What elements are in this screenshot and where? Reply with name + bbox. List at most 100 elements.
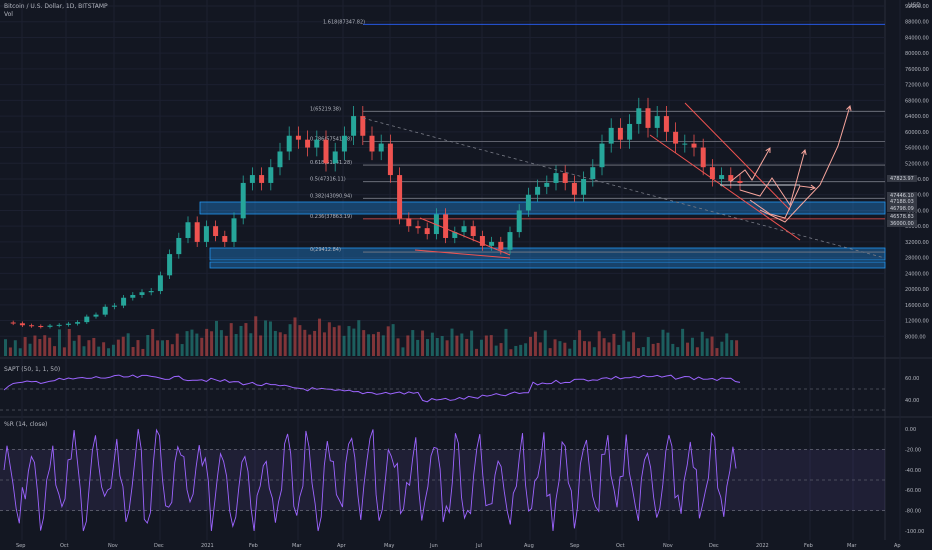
channel-line	[684, 102, 791, 211]
time-tick-label: Aug	[524, 543, 534, 549]
candle-body	[525, 194, 531, 211]
candle-body	[341, 135, 347, 152]
volume-bar	[666, 332, 670, 356]
candle-body	[213, 226, 219, 237]
wr-tick-label: -60.00	[905, 488, 921, 494]
volume-bar	[244, 323, 248, 356]
volume-bar	[38, 339, 42, 356]
volume-bar	[322, 332, 326, 356]
candle-body	[56, 324, 62, 326]
fib-label: 0.382(43090.94)	[310, 193, 352, 199]
candle-body	[461, 226, 467, 233]
volume-bar	[264, 320, 268, 356]
candle-body	[268, 167, 274, 183]
volume-bar	[710, 336, 714, 356]
volume-bar	[524, 343, 528, 356]
candle-body	[719, 175, 725, 179]
fib-label: 1.618(87347.82)	[323, 19, 365, 25]
volume-bar	[725, 333, 729, 356]
volume-bar	[283, 334, 287, 356]
volume-bar	[327, 322, 331, 356]
volume-bar	[421, 330, 425, 356]
support-zone	[199, 201, 886, 215]
candle-body	[516, 210, 522, 233]
wr-line	[3, 428, 737, 532]
volume-bar	[381, 335, 385, 356]
volume-bar	[200, 337, 204, 356]
candle-body	[378, 143, 384, 152]
volume-bar	[87, 340, 91, 356]
volume-bar	[455, 335, 459, 356]
candle-body	[277, 151, 283, 168]
candle-body	[249, 175, 255, 183]
volume-bar	[372, 334, 375, 356]
candle-body	[314, 139, 320, 148]
candle-body	[139, 292, 145, 295]
price-label: 36000.00	[890, 221, 914, 227]
price-tick-label: 84000.00	[905, 35, 929, 41]
volume-bar	[146, 335, 150, 356]
candle-body	[406, 218, 412, 227]
time-tick-label: Apr	[337, 543, 347, 549]
volume-bar	[57, 329, 61, 356]
candle-body	[663, 116, 669, 132]
price-label: 46798.09	[890, 206, 914, 212]
time-tick-label: Feb	[249, 543, 258, 549]
volume-bar	[627, 341, 631, 356]
price-label: 47446.10	[890, 193, 914, 199]
candle-body	[167, 254, 173, 276]
volume-bar	[161, 340, 165, 356]
volume-bar	[273, 330, 277, 356]
volume-bar	[573, 339, 577, 356]
volume-bar	[92, 337, 96, 356]
wedge-line	[414, 249, 511, 259]
volume-bar	[396, 338, 400, 356]
candle-body	[157, 275, 163, 292]
volume-bar	[465, 338, 469, 356]
volume-bar	[720, 341, 724, 356]
candle-body	[185, 222, 191, 238]
candle-body	[259, 175, 265, 183]
projection-path	[749, 185, 816, 219]
price-candles	[10, 97, 743, 329]
wr-tick-label: -80.00	[905, 509, 921, 515]
volume-bar	[151, 328, 155, 356]
volume-bar	[578, 330, 582, 356]
price-label: 46578.83	[890, 214, 914, 220]
price-tick-label: 36000.00	[905, 224, 929, 230]
volume-bar	[337, 325, 341, 356]
candle-body	[351, 116, 357, 136]
candle-body	[507, 232, 513, 250]
candle-body	[654, 116, 660, 128]
volume-bar	[8, 347, 12, 356]
price-label: 47823.97	[890, 176, 914, 182]
volume-bar	[509, 349, 513, 356]
time-tick-label: Jul	[475, 543, 482, 549]
volume-bar	[656, 342, 660, 356]
wr-tick-label: -100.00	[905, 529, 924, 535]
volume-bar	[479, 339, 483, 356]
candle-body	[231, 218, 237, 242]
time-tick-label: Sep	[16, 543, 25, 549]
volume-bar	[391, 324, 395, 356]
price-tick-label: 8000.00	[905, 334, 926, 340]
candle-body	[286, 135, 292, 152]
volume-bar	[229, 323, 233, 356]
price-tick-label: 28000.00	[905, 256, 929, 262]
volume-bar	[489, 335, 493, 356]
price-tick-label: 88000.00	[905, 20, 929, 26]
candle-body	[360, 116, 366, 136]
candle-body	[10, 322, 16, 324]
axes: 92000.00 88000.00 84000.00 80000.00 76000.00…	[16, 4, 929, 549]
projection-arrow	[765, 147, 771, 154]
time-tick-label: Mar	[292, 543, 302, 549]
projection-path	[729, 147, 771, 183]
candle-body	[645, 108, 651, 128]
price-label-box	[887, 198, 917, 205]
chart-title: Bitcoin / U.S. Dollar, 1D, BITSTAMP	[4, 3, 108, 10]
volume-bar	[239, 325, 243, 356]
price-tick-label: 12000.00	[905, 319, 929, 325]
wr-tick-label: -40.00	[905, 468, 921, 474]
fib-label: 0.618(51541.28)	[310, 160, 352, 166]
